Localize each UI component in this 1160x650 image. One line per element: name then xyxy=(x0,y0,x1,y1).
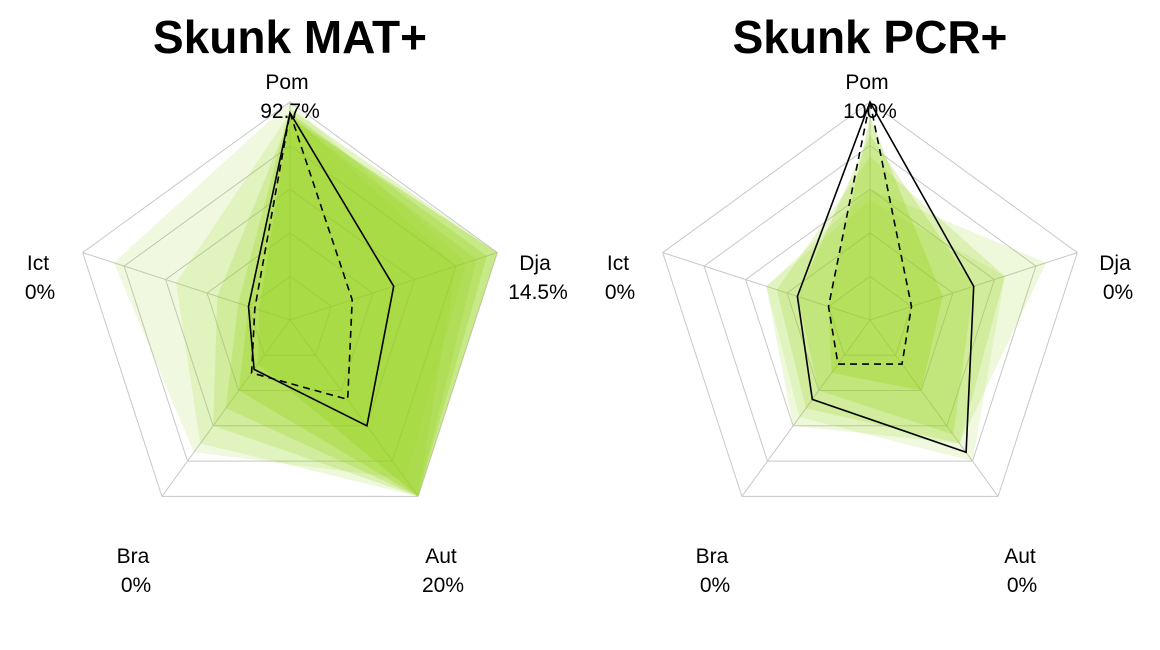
radar-panel-mat: Skunk MAT+ Pom 92.7% Dja 14.5% Aut 20% B… xyxy=(25,11,568,597)
grid-ring xyxy=(662,101,1078,497)
axis-value-pom-mat: 92.7% xyxy=(260,100,320,123)
grid-ring xyxy=(82,101,498,497)
radar-grid-pcr xyxy=(662,101,1078,497)
radar-grid-mat xyxy=(82,101,498,497)
axis-value-ict-pcr: 0% xyxy=(605,281,635,304)
axis-name-aut-mat: Aut xyxy=(425,545,457,568)
axis-spoke xyxy=(662,252,871,321)
axis-value-bra-pcr: 0% xyxy=(700,574,730,597)
axis-name-dja-pcr: Dja xyxy=(1099,252,1131,275)
series-line-dashed xyxy=(827,101,913,365)
axis-name-ict-mat: Ict xyxy=(27,252,49,275)
radar-series-mat xyxy=(247,110,395,427)
axis-name-bra-mat: Bra xyxy=(117,545,150,568)
series-line-dashed xyxy=(250,112,354,401)
grid-ring xyxy=(206,232,374,391)
range-band xyxy=(776,156,1005,444)
radar-bands-pcr xyxy=(766,117,1047,462)
axis-value-ict-mat: 0% xyxy=(25,281,55,304)
grid-ring xyxy=(827,275,913,356)
radar-bands-mat xyxy=(113,102,498,497)
axis-spoke xyxy=(741,319,871,497)
radar-series-pcr xyxy=(796,100,975,454)
grid-ring xyxy=(786,232,954,391)
axis-name-dja-mat: Dja xyxy=(519,252,551,275)
axis-value-aut-pcr: 0% xyxy=(1007,574,1037,597)
range-band xyxy=(113,102,467,479)
range-band xyxy=(225,108,498,497)
axis-spoke xyxy=(161,319,291,497)
chart-title-pcr: Skunk PCR+ xyxy=(733,11,1008,63)
axis-value-dja-pcr: 0% xyxy=(1103,281,1133,304)
range-band xyxy=(766,200,1005,462)
axis-name-pom-mat: Pom xyxy=(265,71,308,94)
axis-name-aut-pcr: Aut xyxy=(1004,545,1036,568)
axis-value-dja-mat: 14.5% xyxy=(508,281,568,304)
grid-ring xyxy=(123,144,457,462)
radar-panel-pcr: Skunk PCR+ Pom 100% Dja 0% Aut 0% Bra 0%… xyxy=(605,11,1133,597)
range-band xyxy=(238,112,487,497)
range-band xyxy=(176,112,456,497)
series-line-solid xyxy=(796,100,975,454)
axis-value-bra-mat: 0% xyxy=(121,574,151,597)
grid-ring xyxy=(247,275,333,356)
range-band xyxy=(213,117,477,497)
grid-ring xyxy=(703,144,1037,462)
axis-value-aut-mat: 20% xyxy=(422,574,464,597)
series-line-solid xyxy=(247,110,395,427)
axis-name-pom-pcr: Pom xyxy=(845,71,888,94)
grid-ring xyxy=(745,188,995,427)
range-band xyxy=(766,189,1047,444)
axis-spoke xyxy=(869,319,999,497)
axis-spoke xyxy=(289,319,419,497)
chart-title-mat: Skunk MAT+ xyxy=(153,11,427,63)
axis-name-ict-pcr: Ict xyxy=(607,252,629,275)
range-band xyxy=(797,134,974,435)
grid-ring xyxy=(165,188,415,427)
axis-value-pom-pcr: 100% xyxy=(843,100,897,123)
axis-name-bra-pcr: Bra xyxy=(696,545,729,568)
range-band xyxy=(828,117,943,391)
